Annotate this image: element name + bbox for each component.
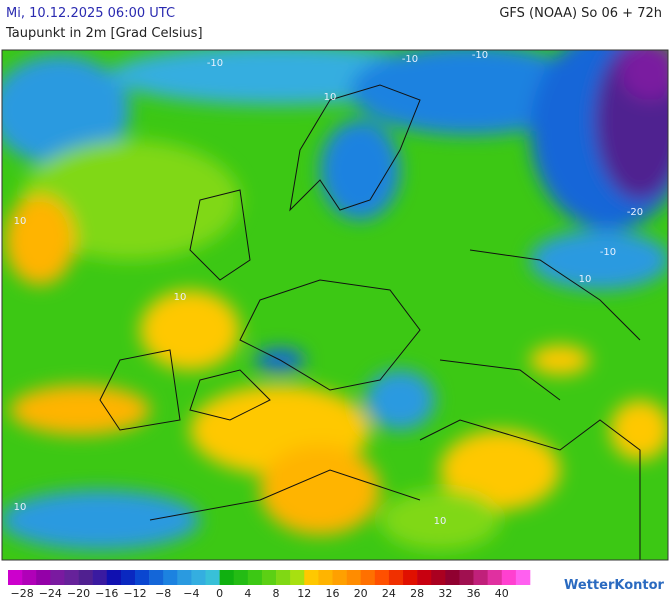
contour-label: -10 — [472, 50, 488, 61]
colorbar-swatch — [445, 570, 460, 585]
contour-label: -20 — [627, 207, 643, 218]
colorbar-swatch — [332, 570, 347, 585]
map-frame — [1, 49, 669, 561]
colorbar-swatch — [50, 570, 65, 585]
dewpoint-field — [2, 50, 668, 560]
colorbar-label: 28 — [410, 587, 424, 600]
colorbar-swatch — [233, 570, 249, 585]
contour-label: 10 — [14, 502, 27, 513]
colorbar-swatch — [388, 570, 404, 585]
colorbar-label: −4 — [183, 587, 199, 600]
colorbar-label: 4 — [244, 587, 251, 600]
contour-label: 10 — [324, 92, 337, 103]
colorbar-swatch — [177, 570, 192, 585]
colorbar-label: −16 — [95, 587, 118, 600]
colorbar-swatch — [106, 570, 122, 585]
contour-label: -10 — [207, 58, 223, 69]
colorbar-swatch — [318, 570, 333, 585]
colorbar-label: 16 — [325, 587, 339, 600]
colorbar-swatch — [149, 570, 164, 585]
colorbar-swatch — [247, 570, 263, 585]
datetime: Mi, 10.12.2025 06:00 UTC — [6, 6, 176, 21]
colorbar-swatch — [515, 570, 531, 585]
colorbar-label: 20 — [354, 587, 368, 600]
colorbar-swatch — [163, 570, 178, 585]
colorbar-swatch — [22, 570, 37, 585]
colorbar-swatch — [374, 570, 390, 585]
colorbar-swatch — [459, 570, 474, 585]
colorbar-label: 36 — [467, 587, 481, 600]
colorbar-swatch — [501, 570, 517, 585]
colorbar-label: 24 — [382, 587, 396, 600]
contour-label: -10 — [600, 247, 616, 258]
colorbar-swatch — [8, 570, 23, 585]
colorbar-swatch — [64, 570, 79, 585]
colorbar-swatch — [78, 570, 93, 585]
colorbar-swatch — [120, 570, 136, 585]
colorbar-label: −20 — [67, 587, 90, 600]
colorbar-swatch — [403, 570, 418, 585]
colorbar-swatch — [473, 570, 488, 585]
colorbar-label: 12 — [297, 587, 311, 600]
colorbar-swatch — [290, 570, 305, 585]
colorbar-label: −28 — [10, 587, 33, 600]
colorbar-swatch — [431, 570, 446, 585]
contour-label: 10 — [434, 516, 447, 527]
colorbar-swatch — [134, 570, 150, 585]
contour-label: 10 — [174, 292, 187, 303]
colorbar-swatch — [219, 570, 235, 585]
model-run: GFS (NOAA) So 06 + 72h — [499, 6, 662, 21]
brand-logo: WetterKontor — [564, 578, 665, 593]
colorbar-swatch — [487, 570, 503, 585]
colorbar-swatch — [261, 570, 277, 585]
contour-label: -10 — [402, 54, 418, 65]
colorbar-swatch — [276, 570, 291, 585]
colorbar-swatch — [36, 570, 51, 585]
colorbar-swatch — [360, 570, 376, 585]
contour-label: 10 — [14, 216, 27, 227]
colorbar-label: 32 — [438, 587, 452, 600]
colorbar-label: −8 — [155, 587, 171, 600]
colorbar-label: 0 — [216, 587, 223, 600]
colorbar-swatch — [417, 570, 432, 585]
colorbar-swatch — [191, 570, 206, 585]
map-title: Taupunkt in 2m [Grad Celsius] — [6, 26, 203, 41]
colorbar-swatch — [346, 570, 362, 585]
colorbar-swatch — [92, 570, 108, 585]
contour-label: 10 — [579, 274, 592, 285]
colorbar-label: −12 — [123, 587, 146, 600]
colorbar-label: 8 — [273, 587, 280, 600]
colorbar-swatch — [304, 570, 319, 585]
colorbar-label: 40 — [495, 587, 509, 600]
colorbar-label: −24 — [39, 587, 62, 600]
colorbar-swatch — [205, 570, 220, 585]
